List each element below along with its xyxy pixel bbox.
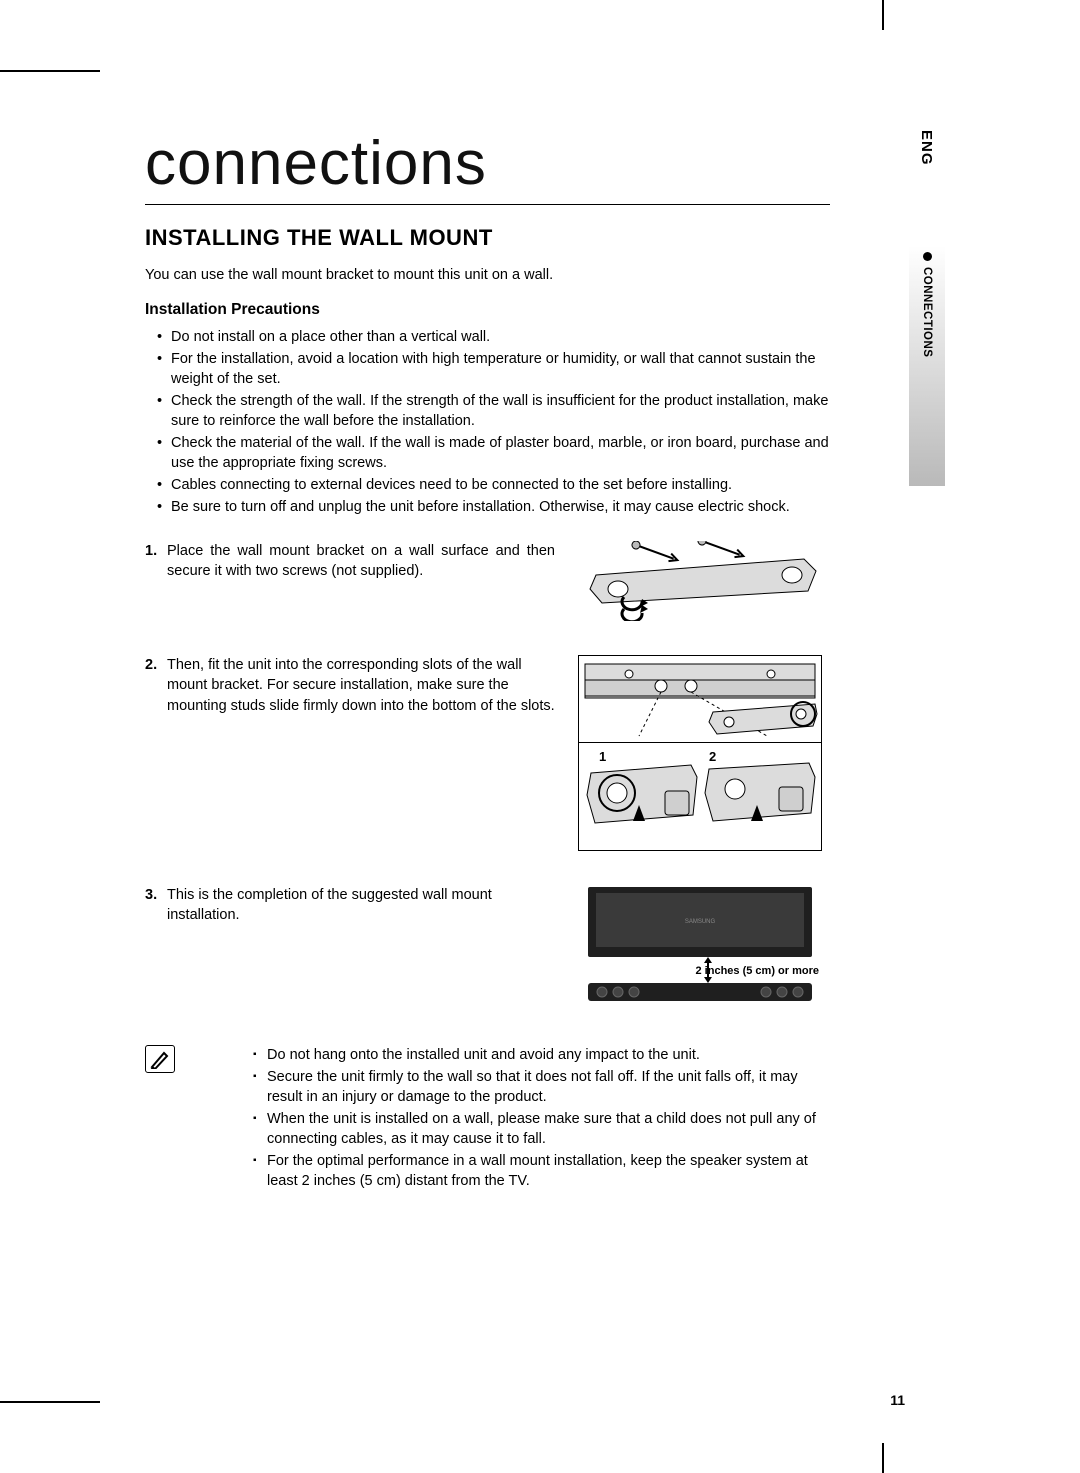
- list-item: Be sure to turn off and unplug the unit …: [157, 497, 837, 517]
- step-body: This is the completion of the suggested …: [167, 885, 555, 926]
- title-rule: [145, 204, 830, 205]
- step-number: 2.: [145, 655, 167, 716]
- step-2: 2. Then, fit the unit into the correspon…: [145, 655, 825, 851]
- step-body: Then, fit the unit into the correspondin…: [167, 655, 555, 716]
- step-1: 1. Place the wall mount bracket on a wal…: [145, 541, 825, 621]
- step-number: 1.: [145, 541, 167, 582]
- list-item: Secure the unit firmly to the wall so th…: [253, 1067, 825, 1107]
- trim-mark: [0, 1401, 100, 1403]
- step-text: 1. Place the wall mount bracket on a wal…: [145, 541, 555, 582]
- notes-list: Do not hang onto the installed unit and …: [253, 1045, 825, 1193]
- precautions-list: Do not install on a place other than a v…: [157, 327, 837, 517]
- list-item: Do not hang onto the installed unit and …: [253, 1045, 825, 1065]
- callout-2: 2: [709, 749, 716, 764]
- svg-text:SAMSUNG: SAMSUNG: [685, 919, 716, 925]
- page-number: 11: [890, 1392, 905, 1408]
- list-item: Check the strength of the wall. If the s…: [157, 391, 837, 431]
- note-block: Do not hang onto the installed unit and …: [145, 1045, 825, 1193]
- list-item: Do not install on a place other than a v…: [157, 327, 837, 347]
- trim-mark: [882, 0, 884, 30]
- section-heading: INSTALLING THE WALL MOUNT: [145, 225, 945, 251]
- figure-2a: [578, 655, 822, 743]
- tv-over-soundbar-icon: SAMSUNG: [578, 885, 822, 1005]
- step-3: 3. This is the completion of the suggest…: [145, 885, 825, 1005]
- step-text: 3. This is the completion of the suggest…: [145, 885, 555, 926]
- wall-bracket-icon: [578, 541, 822, 621]
- list-item: When the unit is installed on a wall, pl…: [253, 1109, 825, 1149]
- page-title: connections: [145, 130, 945, 198]
- step-body: Place the wall mount bracket on a wall s…: [167, 541, 555, 582]
- list-item: For the installation, avoid a location w…: [157, 349, 837, 389]
- page: ENG CONNECTIONS connections INSTALLING T…: [0, 0, 1080, 1473]
- distance-label: 2 inches (5 cm) or more: [696, 965, 820, 977]
- list-item: For the optimal performance in a wall mo…: [253, 1151, 825, 1191]
- content-area: connections INSTALLING THE WALL MOUNT Yo…: [145, 130, 945, 1193]
- step-text: 2. Then, fit the unit into the correspon…: [145, 655, 555, 716]
- figure-2: 1 2: [575, 655, 825, 851]
- figure-3: SAMSUNG 2 inches (5 cm) or more: [575, 885, 825, 1005]
- sub-heading: Installation Precautions: [145, 301, 945, 319]
- trim-mark: [882, 1443, 884, 1473]
- note-icon: [145, 1045, 175, 1073]
- figure-1: [575, 541, 825, 621]
- soundbar-detail-icon: [579, 743, 821, 849]
- list-item: Cables connecting to external devices ne…: [157, 475, 837, 495]
- lead-paragraph: You can use the wall mount bracket to mo…: [145, 267, 945, 283]
- callout-1: 1: [599, 749, 606, 764]
- soundbar-fit-icon: [579, 656, 821, 742]
- figure-2b: 1 2: [578, 743, 822, 851]
- trim-mark: [0, 70, 100, 72]
- step-number: 3.: [145, 885, 167, 926]
- list-item: Check the material of the wall. If the w…: [157, 433, 837, 473]
